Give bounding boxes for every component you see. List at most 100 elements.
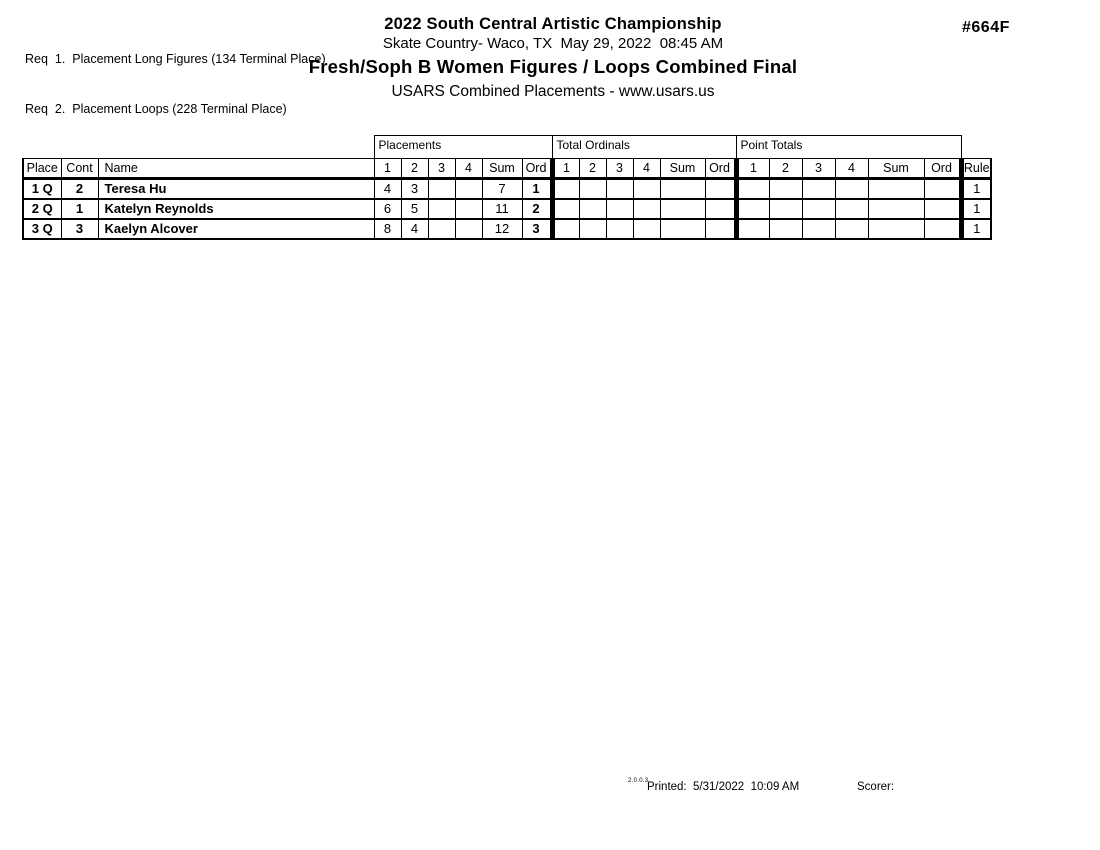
venue-date-line: Skate Country- Waco, TX May 29, 2022 08:… — [382, 35, 724, 52]
placement-sum-cell: 7 — [481, 178, 523, 200]
event-number: #664F — [962, 19, 1010, 36]
col-header-pt1: 1 — [733, 158, 770, 180]
total-ordinal-cell — [632, 198, 661, 220]
cont-cell: 2 — [60, 178, 99, 200]
col-header-p2: 2 — [400, 158, 429, 180]
point-total-cell — [801, 198, 836, 220]
placement-cell — [454, 178, 483, 200]
column-header-row: Place Cont Name 1 2 3 4 Sum Ord 1 2 3 4 … — [22, 158, 992, 180]
col-header-rule: Rule — [958, 158, 992, 180]
placement-cell: 3 — [400, 178, 429, 200]
point-total-cell — [801, 218, 836, 240]
subtitle-line: USARS Combined Placements - www.usars.us — [391, 83, 715, 100]
cont-cell: 3 — [60, 218, 99, 240]
results-table: Placements Total Ordinals Point Totals P… — [22, 135, 992, 240]
placement-ord-cell: 2 — [521, 198, 553, 220]
col-header-t1: 1 — [549, 158, 580, 180]
col-header-p1: 1 — [373, 158, 402, 180]
name-cell: Katelyn Reynolds — [97, 198, 375, 220]
cont-cell: 1 — [60, 198, 99, 220]
col-header-ptord: Ord — [923, 158, 962, 180]
point-total-cell — [768, 218, 803, 240]
place-cell: 3 Q — [22, 218, 62, 240]
placement-sum-cell: 11 — [481, 198, 523, 220]
placement-cell: 6 — [373, 198, 402, 220]
version-marker: 2.0.0.3 — [628, 778, 649, 784]
point-total-ord-cell — [923, 218, 962, 240]
total-ordinal-ord-cell — [704, 198, 737, 220]
col-header-cont: Cont — [60, 158, 99, 180]
group-header-row: Placements Total Ordinals Point Totals — [23, 135, 991, 159]
scorer-label: Scorer: — [857, 781, 895, 793]
total-ordinal-ord-cell — [704, 218, 737, 240]
name-cell: Teresa Hu — [97, 178, 375, 200]
col-header-tsum: Sum — [659, 158, 706, 180]
placement-sum-cell: 12 — [481, 218, 523, 240]
place-cell: 2 Q — [22, 198, 62, 220]
placement-cell: 4 — [373, 178, 402, 200]
col-header-p3: 3 — [427, 158, 456, 180]
name-cell: Kaelyn Alcover — [97, 218, 375, 240]
point-total-cell — [733, 198, 770, 220]
point-total-ord-cell — [923, 198, 962, 220]
col-header-pord: Ord — [521, 158, 553, 180]
placement-cell: 5 — [400, 198, 429, 220]
total-ordinal-cell — [632, 178, 661, 200]
col-header-p4: 4 — [454, 158, 483, 180]
placement-cell — [454, 218, 483, 240]
col-header-name: Name — [97, 158, 375, 180]
col-header-place: Place — [22, 158, 62, 180]
placement-cell — [427, 218, 456, 240]
header-block: 2022 South Central Artistic Championship… — [6, 15, 1100, 101]
group-placements-label: Placements — [373, 135, 553, 159]
total-ordinal-cell — [578, 218, 607, 240]
group-point-totals-label: Point Totals — [735, 135, 962, 159]
point-total-ord-cell — [923, 178, 962, 200]
rule-cell: 1 — [958, 178, 992, 200]
total-ordinal-cell — [578, 178, 607, 200]
col-header-pt2: 2 — [768, 158, 803, 180]
group-total-ordinals-label: Total Ordinals — [551, 135, 737, 159]
event-title: Fresh/Soph B Women Figures / Loops Combi… — [308, 56, 798, 77]
table-row: 1 Q 2 Teresa Hu 4 3 7 1 — [22, 178, 992, 200]
point-total-cell — [834, 198, 869, 220]
total-ordinal-cell — [632, 218, 661, 240]
point-total-cell — [768, 198, 803, 220]
col-header-t3: 3 — [605, 158, 634, 180]
placement-cell: 8 — [373, 218, 402, 240]
point-total-sum-cell — [867, 218, 925, 240]
col-header-ptsum: Sum — [867, 158, 925, 180]
point-total-cell — [834, 178, 869, 200]
point-total-cell — [733, 178, 770, 200]
page-title: 2022 South Central Artistic Championship — [384, 15, 722, 33]
table-row: 2 Q 1 Katelyn Reynolds 6 5 11 2 — [22, 198, 992, 220]
placement-ord-cell: 1 — [521, 178, 553, 200]
point-total-cell — [768, 178, 803, 200]
point-total-cell — [801, 178, 836, 200]
total-ordinal-cell — [549, 198, 580, 220]
group-spacer-rule — [961, 136, 991, 159]
placement-cell — [454, 198, 483, 220]
point-total-sum-cell — [867, 198, 925, 220]
point-total-cell — [834, 218, 869, 240]
total-ordinal-cell — [549, 178, 580, 200]
total-ordinal-cell — [605, 178, 634, 200]
point-total-cell — [733, 218, 770, 240]
col-header-pt3: 3 — [801, 158, 836, 180]
col-header-t4: 4 — [632, 158, 661, 180]
placement-cell: 4 — [400, 218, 429, 240]
col-header-psum: Sum — [481, 158, 523, 180]
total-ordinal-sum-cell — [659, 198, 706, 220]
total-ordinal-sum-cell — [659, 218, 706, 240]
requirement-line: Req 2. Placement Loops (228 Terminal Pla… — [25, 101, 287, 116]
printed-timestamp: Printed: 5/31/2022 10:09 AM — [647, 781, 800, 793]
total-ordinal-cell — [605, 218, 634, 240]
placement-cell — [427, 198, 456, 220]
requirement-line: Req 1. Placement Long Figures (134 Termi… — [25, 52, 326, 66]
col-header-pt4: 4 — [834, 158, 869, 180]
requirements-block: Req 1. Placement Long Figures (134 Termi… — [25, 18, 326, 150]
rule-cell: 1 — [958, 218, 992, 240]
placement-ord-cell: 3 — [521, 218, 553, 240]
col-header-t2: 2 — [578, 158, 607, 180]
